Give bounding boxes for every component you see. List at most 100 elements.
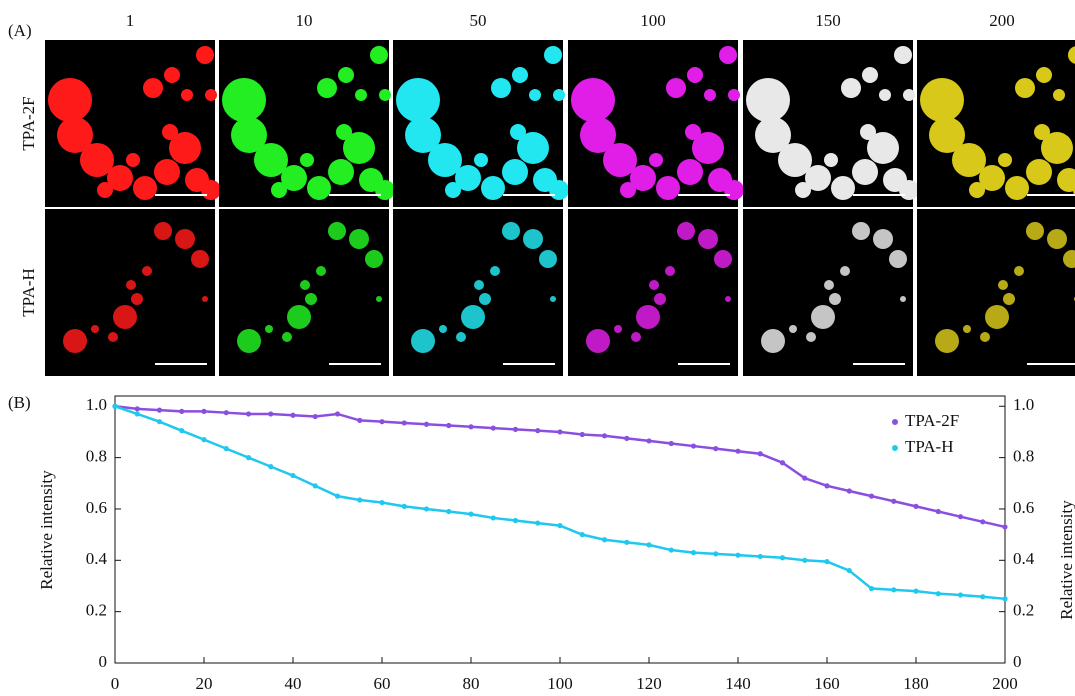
droplet	[630, 165, 656, 191]
droplet	[336, 124, 352, 140]
data-point	[268, 464, 274, 470]
droplet	[704, 89, 716, 101]
data-point	[868, 585, 875, 592]
droplet	[920, 78, 964, 122]
droplet	[1057, 168, 1075, 192]
droplet	[126, 153, 140, 167]
droplet	[405, 117, 441, 153]
droplet	[205, 89, 217, 101]
data-point	[779, 555, 786, 561]
droplet	[811, 305, 835, 329]
droplet	[539, 250, 557, 268]
droplet	[795, 182, 811, 198]
data-point	[735, 552, 741, 558]
droplet	[63, 329, 87, 353]
data-point	[468, 424, 474, 430]
droplet	[281, 165, 307, 191]
x-tick-label: 200	[992, 674, 1018, 693]
data-point	[646, 438, 652, 444]
droplet	[824, 153, 838, 167]
droplet	[143, 78, 163, 98]
droplet	[300, 153, 314, 167]
droplet	[428, 143, 462, 177]
data-point	[490, 515, 496, 521]
legend-label: TPA-H	[905, 437, 954, 456]
droplet	[307, 176, 331, 200]
data-point	[668, 440, 674, 447]
data-point	[401, 420, 407, 426]
data-point	[735, 448, 741, 454]
data-point	[379, 419, 385, 425]
data-point	[868, 493, 875, 499]
panel-label: (B)	[8, 393, 31, 412]
droplet	[222, 78, 266, 122]
droplet	[113, 305, 137, 329]
droplet	[338, 67, 354, 83]
droplet	[1063, 250, 1075, 268]
series-trace	[114, 405, 1006, 601]
droplet	[789, 325, 797, 333]
droplet	[490, 266, 500, 276]
x-tick-label: 80	[463, 674, 480, 693]
data-point	[245, 411, 252, 417]
data-point	[490, 425, 496, 431]
droplet	[142, 266, 152, 276]
droplet	[571, 78, 615, 122]
droplet	[271, 182, 287, 198]
droplet	[370, 46, 388, 64]
droplet	[491, 78, 511, 98]
droplet	[852, 159, 878, 185]
droplet	[852, 222, 870, 240]
droplet	[755, 117, 791, 153]
x-tick-label: 20	[196, 674, 213, 693]
data-point	[468, 511, 474, 517]
x-tick-label: 100	[547, 674, 573, 693]
y2-tick-label: 0.4	[1013, 549, 1035, 568]
droplet	[544, 46, 562, 64]
droplet	[474, 280, 484, 290]
droplet	[474, 153, 488, 167]
droplet	[282, 332, 292, 342]
data-point	[957, 514, 964, 520]
droplet	[461, 305, 485, 329]
droplet	[317, 78, 337, 98]
droplet	[829, 293, 841, 305]
droplet	[979, 165, 1005, 191]
y2-axis-label: Relative intensity	[1057, 500, 1075, 620]
data-point	[423, 506, 430, 512]
data-point	[624, 539, 630, 545]
column-label: 1	[126, 11, 135, 30]
droplet	[980, 332, 990, 342]
droplet	[805, 165, 831, 191]
droplet	[929, 117, 965, 153]
data-point	[423, 421, 430, 427]
data-point	[668, 547, 674, 553]
droplet	[91, 325, 99, 333]
droplet	[162, 124, 178, 140]
droplet	[824, 280, 834, 290]
droplet	[445, 182, 461, 198]
droplet	[133, 176, 157, 200]
data-point	[579, 532, 585, 538]
droplet	[580, 117, 616, 153]
droplet	[510, 124, 526, 140]
droplet	[181, 89, 193, 101]
data-point	[1002, 524, 1008, 530]
droplet	[862, 67, 878, 83]
droplet	[316, 266, 326, 276]
droplet	[287, 305, 311, 329]
column-label: 50	[470, 11, 487, 30]
droplet	[512, 67, 528, 83]
droplet	[666, 78, 686, 98]
x-tick-label: 180	[903, 674, 929, 693]
droplet	[969, 182, 985, 198]
column-label: 10	[296, 11, 313, 30]
data-point	[624, 435, 630, 441]
droplet	[1053, 89, 1065, 101]
panel-label: (A)	[8, 21, 32, 40]
droplet	[1036, 67, 1052, 83]
x-tick-label: 60	[374, 674, 391, 693]
data-point	[891, 587, 897, 593]
y2-tick-label: 0	[1013, 652, 1022, 671]
